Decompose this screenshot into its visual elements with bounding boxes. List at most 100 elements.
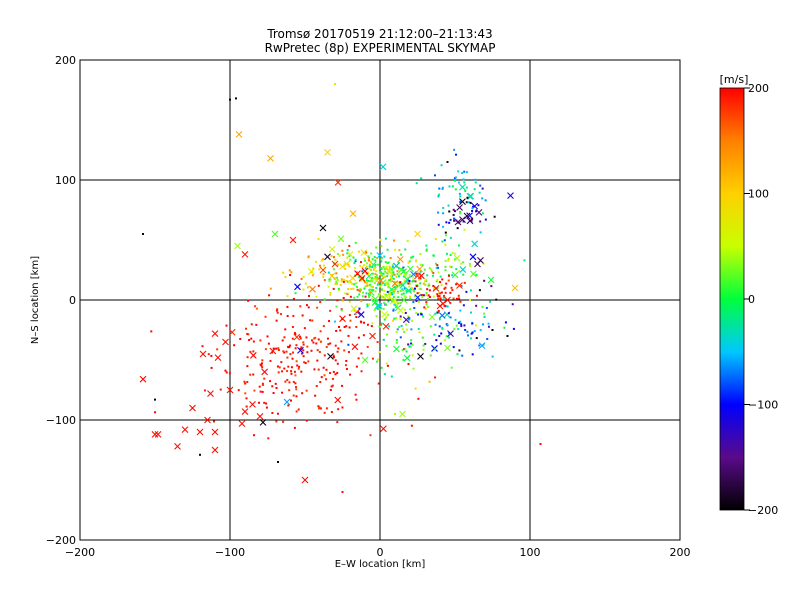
data-point xyxy=(349,373,352,376)
data-point xyxy=(447,279,450,282)
data-point-cross xyxy=(478,342,486,349)
data-point xyxy=(345,325,348,328)
data-point xyxy=(456,227,459,230)
data-point xyxy=(289,344,292,347)
data-point xyxy=(314,260,317,263)
data-point xyxy=(451,185,454,188)
data-point xyxy=(419,312,422,315)
data-point xyxy=(289,274,292,277)
data-point xyxy=(322,325,325,328)
data-point xyxy=(405,323,408,326)
data-point xyxy=(451,251,454,254)
data-point xyxy=(406,240,409,243)
data-point xyxy=(430,268,433,271)
data-point xyxy=(447,204,450,207)
data-point xyxy=(360,299,363,302)
data-point xyxy=(475,337,478,340)
data-point xyxy=(483,315,486,318)
data-point xyxy=(412,301,415,304)
data-point xyxy=(341,406,344,409)
data-point xyxy=(383,255,386,258)
data-point xyxy=(399,315,402,318)
data-point xyxy=(440,284,443,287)
data-point xyxy=(465,290,468,293)
data-point xyxy=(295,395,298,398)
data-point xyxy=(419,282,422,285)
data-point xyxy=(340,308,343,311)
data-point-cross xyxy=(459,183,466,191)
data-point xyxy=(434,323,437,326)
data-point xyxy=(401,282,404,285)
data-point xyxy=(433,333,436,336)
data-point-cross xyxy=(261,368,269,376)
data-point xyxy=(429,325,432,328)
data-point xyxy=(410,328,413,331)
data-point xyxy=(280,313,283,316)
data-point xyxy=(392,292,395,295)
data-point-cross xyxy=(466,217,474,225)
data-point xyxy=(426,306,429,309)
x-axis-ticks: −200 −100 0 100 200 xyxy=(65,60,691,559)
data-point-cross xyxy=(256,413,264,420)
data-point xyxy=(359,289,362,292)
data-point xyxy=(350,288,353,291)
data-point xyxy=(235,97,237,100)
data-point xyxy=(424,283,427,286)
data-point xyxy=(428,282,431,285)
data-point xyxy=(428,296,431,299)
data-point xyxy=(154,398,156,401)
data-point xyxy=(369,434,372,437)
data-point-cross xyxy=(196,428,204,436)
data-point xyxy=(483,312,486,315)
data-point xyxy=(384,237,387,240)
data-point xyxy=(265,406,268,409)
data-point xyxy=(210,366,213,369)
data-point xyxy=(396,281,399,284)
data-point xyxy=(366,345,369,348)
data-point xyxy=(360,275,363,278)
x-axis-label: E–W location [km] xyxy=(335,559,426,570)
data-point xyxy=(267,342,270,345)
data-point xyxy=(286,305,289,308)
data-point xyxy=(437,271,440,274)
data-point-cross xyxy=(428,313,436,321)
data-point xyxy=(379,323,382,326)
colorbar-tick-label: −200 xyxy=(748,504,778,517)
data-point xyxy=(239,338,242,341)
data-point xyxy=(458,270,461,273)
data-point xyxy=(365,251,368,254)
data-point xyxy=(469,264,472,267)
data-point xyxy=(440,164,443,167)
data-point xyxy=(412,290,415,293)
data-point xyxy=(288,389,291,392)
data-point xyxy=(275,420,278,423)
data-point xyxy=(368,265,371,268)
data-point xyxy=(225,324,228,327)
data-point xyxy=(471,209,474,212)
data-point xyxy=(328,280,331,283)
data-point xyxy=(487,325,490,328)
data-point xyxy=(482,262,485,265)
data-point xyxy=(362,280,365,283)
data-point xyxy=(302,343,305,346)
data-point xyxy=(359,261,362,264)
data-point xyxy=(424,342,427,345)
data-point-cross xyxy=(289,236,297,244)
data-point-cross xyxy=(267,155,274,162)
data-point xyxy=(386,282,389,285)
data-point xyxy=(402,292,405,295)
data-point xyxy=(275,347,278,350)
data-point xyxy=(207,353,210,356)
data-point xyxy=(336,350,339,353)
data-point xyxy=(326,337,329,340)
data-point xyxy=(336,299,339,302)
data-point xyxy=(359,320,362,323)
data-point-cross xyxy=(249,351,257,359)
data-point xyxy=(380,271,383,274)
data-point xyxy=(392,271,395,274)
data-point xyxy=(396,286,399,289)
data-point-cross xyxy=(456,282,463,289)
data-point xyxy=(318,406,321,409)
data-point-cross xyxy=(241,408,249,415)
data-point xyxy=(380,322,383,325)
